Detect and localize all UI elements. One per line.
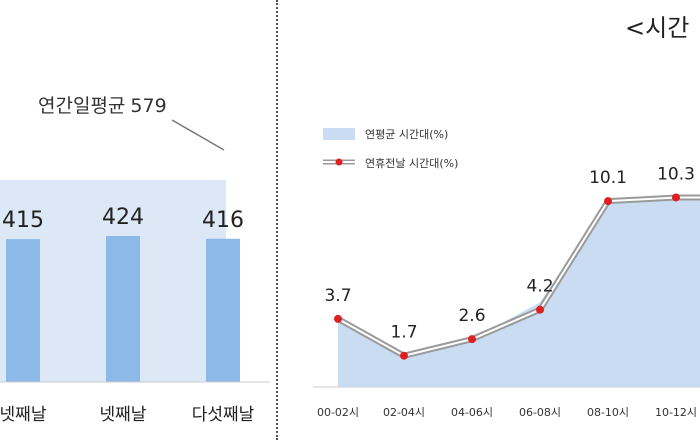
data-value-label: 10.1 [589, 168, 627, 188]
bars-group: 415 424 416 [2, 205, 244, 382]
data-value-label: 4.2 [526, 277, 553, 297]
data-value-label: 3.7 [324, 286, 351, 306]
x-tick-label: 08-10시 [587, 406, 629, 419]
annotation-leader-line [171, 119, 225, 151]
x-tick-label: 00-02시 [317, 406, 359, 419]
daily-bar-chart: 연간일평균 579 415 424 416 넷째날 넷째날 다섯째날 [0, 95, 270, 425]
left-chart-panel: 연간일평균 579 415 424 416 넷째날 넷째날 다섯째날 [0, 0, 270, 440]
data-point-marker [672, 193, 680, 202]
bar [206, 238, 240, 382]
x-tick-label: 10-12시 [655, 406, 697, 419]
series-area-yearly-average [338, 198, 700, 387]
x-tick-label: 06-08시 [519, 406, 561, 419]
data-point-marker [604, 197, 612, 206]
annotation-label: 연간일평균 579 [38, 95, 167, 117]
bar [6, 239, 40, 382]
x-axis-labels: 00-02시02-04시04-06시06-08시08-10시10-12시12-1… [317, 406, 697, 419]
x-tick-label: 02-04시 [383, 406, 425, 419]
x-tick-label: 넷째날 [100, 405, 147, 425]
bar-value-label: 416 [202, 208, 244, 233]
hourly-line-chart: <시간 연평균 시간대(%) 연휴전날 시간대(%) 3.7 1.7 2.6 4.2 1… [313, 14, 700, 419]
x-axis-labels: 넷째날 넷째날 다섯째날 [0, 405, 255, 425]
data-value-label: 2.6 [458, 306, 485, 326]
x-tick-label: 04-06시 [451, 406, 493, 419]
x-tick-label: 다섯째날 [192, 405, 255, 425]
data-value-label: 10.3 [657, 164, 695, 184]
bar-value-label: 415 [2, 208, 44, 233]
data-point-marker [468, 335, 476, 344]
data-point-marker [536, 305, 544, 314]
panel-divider [276, 0, 278, 440]
legend-line-marker [335, 158, 343, 166]
chart-title: <시간 [625, 14, 689, 42]
data-value-label: 1.7 [390, 323, 417, 343]
right-chart-panel: <시간 연평균 시간대(%) 연휴전날 시간대(%) 3.7 1.7 2.6 4.2 1… [285, 0, 700, 440]
x-tick-label: 넷째날 [0, 405, 47, 425]
data-point-marker [334, 314, 342, 323]
plot-group: 3.7 1.7 2.6 4.2 10.1 10.3 [324, 164, 700, 387]
bar-value-label: 424 [102, 205, 144, 230]
legend-line-label: 연휴전날 시간대(%) [365, 157, 458, 170]
bar [106, 236, 140, 382]
legend-area-swatch [323, 128, 355, 140]
legend-area-label: 연평균 시간대(%) [365, 128, 448, 141]
data-point-marker [400, 351, 408, 360]
